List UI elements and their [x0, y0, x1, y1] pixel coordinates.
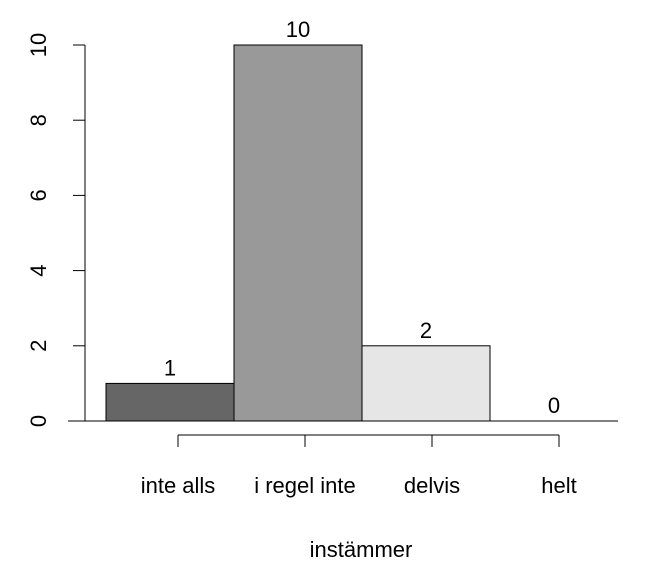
- y-tick-label: 2: [26, 340, 51, 352]
- y-tick-label: 6: [26, 189, 51, 201]
- x-tick-label: i regel inte: [254, 473, 356, 498]
- bar: [361, 345, 491, 422]
- y-axis: 0 2 4 6 8 10: [26, 33, 86, 427]
- y-tick-label: 8: [26, 114, 51, 126]
- bar-value-label: 10: [286, 17, 310, 42]
- x-tick-label: delvis: [404, 473, 460, 498]
- bar-value-label: 1: [164, 355, 176, 380]
- bars: 1 10 2 0: [68, 17, 618, 422]
- y-tick-label: 0: [26, 415, 51, 427]
- x-tick-label: helt: [541, 473, 576, 498]
- bar-value-label: 2: [420, 318, 432, 343]
- y-tick-label: 10: [26, 33, 51, 57]
- x-axis-title: instämmer: [310, 537, 413, 562]
- x-axis: inte alls i regel inte delvis helt: [141, 434, 577, 498]
- bar: [233, 44, 363, 422]
- x-tick-label: inte alls: [141, 473, 216, 498]
- y-tick-label: 4: [26, 264, 51, 276]
- bar-value-label: 0: [548, 393, 560, 418]
- bar: [105, 382, 235, 422]
